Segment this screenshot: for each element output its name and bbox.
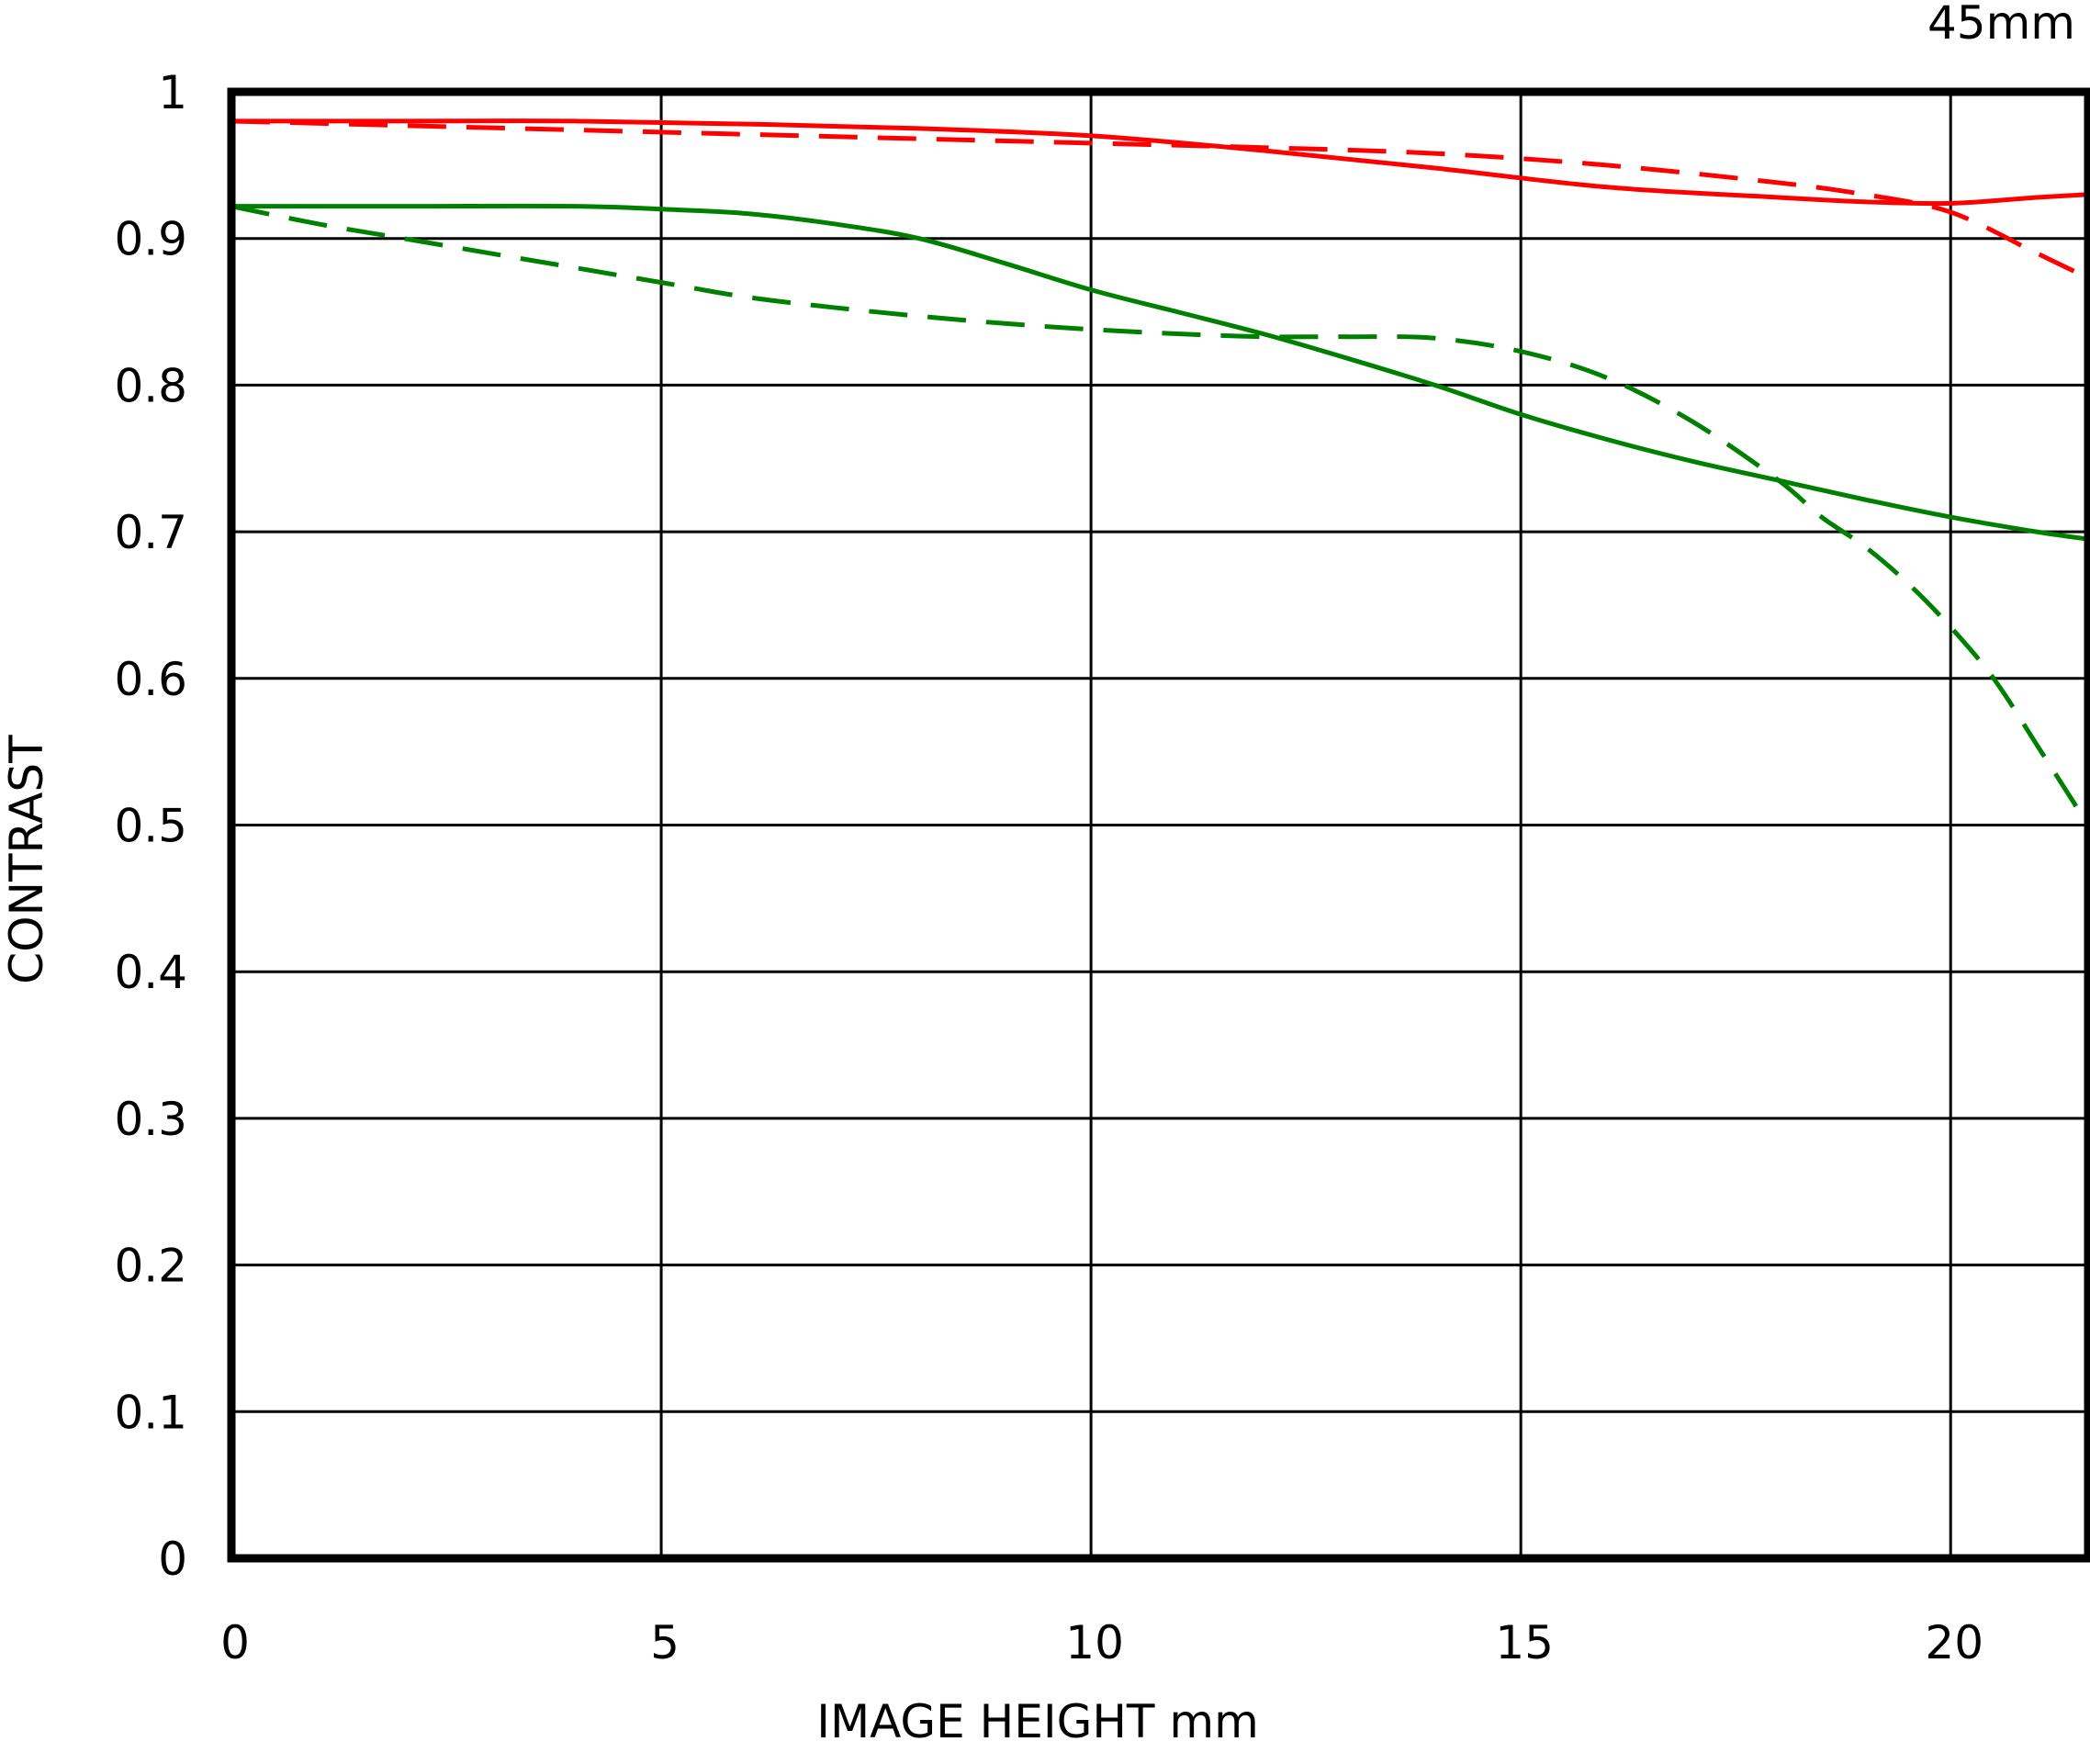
y-tick-label: 0.4: [114, 946, 187, 999]
series-line-red-dashed: [230, 118, 2090, 281]
x-tick-label: 5: [650, 1616, 680, 1669]
chart-corner-label: 45mm: [1927, 0, 2075, 50]
y-tick-label: 0: [158, 1533, 187, 1586]
y-tick-label: 0.7: [114, 506, 187, 559]
x-tick-label: 0: [220, 1616, 250, 1669]
x-tick-label: 15: [1495, 1616, 1554, 1669]
x-axis-title: IMAGE HEIGHT mm: [816, 1695, 1259, 1748]
x-tick-label: 20: [1925, 1616, 1983, 1669]
x-tick-label: 10: [1065, 1616, 1124, 1669]
y-axis-title: CONTRAST: [0, 735, 53, 984]
series-line-red-solid: [230, 118, 2089, 207]
y-tick-label: 0.6: [114, 653, 187, 706]
series-line-green-dashed: [230, 204, 2090, 826]
y-tick-labels: 0 0.1 0.2 0.3 0.4 0.5 0.6 0.7 0.8 0.9 1: [114, 66, 187, 1586]
y-tick-label: 0.9: [114, 213, 187, 266]
y-tick-label: 1: [158, 66, 187, 119]
y-tick-label: 0.1: [114, 1386, 187, 1439]
series-lines: [230, 118, 2090, 826]
plot-frame: [227, 87, 2090, 1563]
y-tick-label: 0.8: [114, 359, 187, 412]
y-tick-label: 0.3: [114, 1093, 187, 1146]
x-tick-labels: 0 5 10 15 20: [220, 1616, 1983, 1669]
grid-lines: [231, 92, 2088, 1558]
y-tick-label: 0.5: [114, 800, 187, 853]
series-line-green-solid: [231, 203, 2089, 542]
y-tick-label: 0.2: [114, 1240, 187, 1293]
